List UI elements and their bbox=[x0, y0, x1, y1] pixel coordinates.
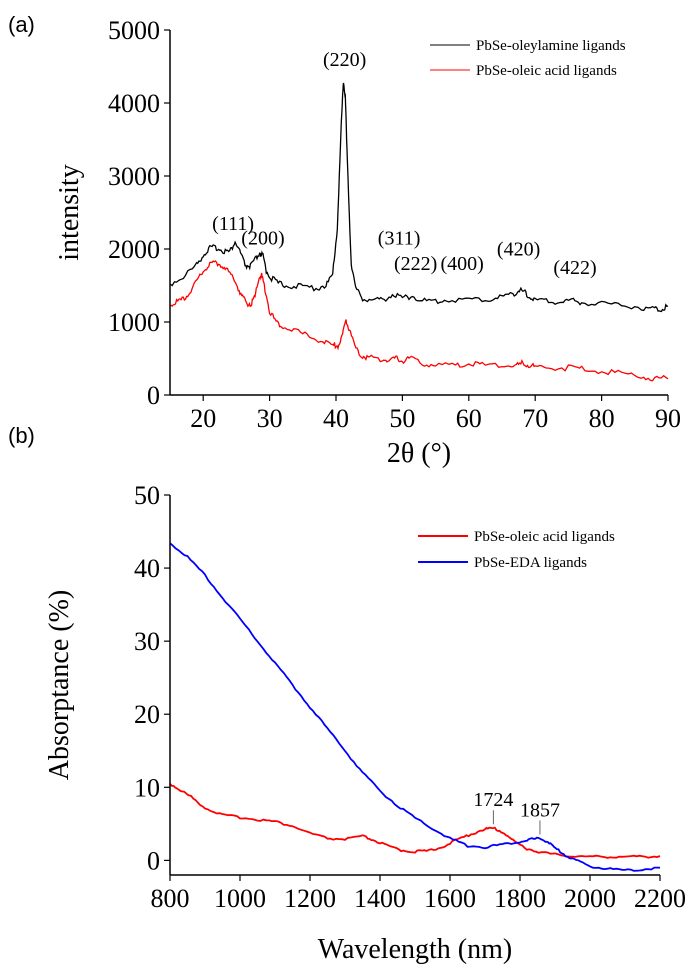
x-tick-label: 80 bbox=[589, 404, 615, 433]
x-tick-label: 1400 bbox=[354, 884, 406, 913]
legend-label-1: PbSe-oleic acid ligands bbox=[474, 529, 615, 545]
x-tick-label: 40 bbox=[323, 404, 349, 433]
x-tick-label: 1000 bbox=[214, 884, 266, 913]
panel-tag-a: (a) bbox=[8, 12, 35, 37]
peak-annotations-a: (111)(200) (220) (311) (222) (400) (420) (422) bbox=[212, 49, 597, 279]
x-tick-label: 2200 bbox=[634, 884, 686, 913]
x-axis-title-a: 2θ (°) bbox=[387, 438, 451, 469]
y-tick-label: 40 bbox=[134, 554, 160, 583]
peak-label: (222) bbox=[394, 253, 437, 275]
panel-tag-b: (b) bbox=[8, 423, 35, 448]
y-tick-label: 20 bbox=[134, 700, 160, 729]
peak-label: (422) bbox=[553, 257, 596, 279]
legend-a: PbSe-oleylamine ligands PbSe-oleic acid l… bbox=[430, 38, 626, 79]
peak-label: (111) bbox=[212, 213, 254, 235]
peak-label: 1857 bbox=[520, 799, 560, 821]
series-line-2 bbox=[169, 260, 669, 382]
x-tick-label: 20 bbox=[190, 404, 216, 433]
x-tick-label: 90 bbox=[655, 404, 681, 433]
y-tick-label: 5000 bbox=[108, 16, 160, 45]
y-axis-title-a: intensity bbox=[54, 164, 85, 260]
y-axis-title-b: Absorptance (%) bbox=[44, 590, 75, 780]
legend-label-1: PbSe-oleylamine ligands bbox=[476, 38, 626, 54]
plot-area-b bbox=[169, 542, 661, 872]
panel-a-xrd-chart: (a) 20 30 40 50 60 70 80 90 0 1000 2000 3000 4000 500… bbox=[8, 12, 681, 469]
y-tick-label: 3000 bbox=[108, 162, 160, 191]
peak-label: (200) bbox=[241, 228, 284, 250]
x-axis-title-b: Wavelength (nm) bbox=[318, 934, 512, 965]
peak-label: 1724 bbox=[473, 789, 513, 811]
y-tick-label: 4000 bbox=[108, 89, 160, 118]
y-tick-label: 30 bbox=[134, 627, 160, 656]
x-tick-label: 30 bbox=[257, 404, 283, 433]
axes-b: 800 1000 1200 1400 1600 1800 2000 2200 0 10 20 30 40… bbox=[134, 481, 686, 913]
peak-annotations-b: 1724 1857 bbox=[473, 789, 560, 835]
y-tick-label: 50 bbox=[134, 481, 160, 510]
x-tick-label: 70 bbox=[522, 404, 548, 433]
peak-label: (220) bbox=[323, 49, 366, 71]
series-line-2 bbox=[169, 542, 661, 872]
legend-label-2: PbSe-oleic acid ligands bbox=[476, 63, 617, 79]
x-tick-label: 1200 bbox=[284, 884, 336, 913]
axes-a: 20 30 40 50 60 70 80 90 0 1000 2000 3000 4000 5000 bbox=[108, 16, 681, 433]
panel-b-absorptance-chart: (b) 800 1000 1200 1400 1600 1800 2000 2200 0 10 20… bbox=[8, 423, 686, 965]
y-tick-label: 2000 bbox=[108, 235, 160, 264]
x-tick-label: 1600 bbox=[424, 884, 476, 913]
series-line-1 bbox=[169, 783, 661, 859]
series-line-1 bbox=[169, 82, 669, 313]
y-tick-label: 0 bbox=[147, 381, 160, 410]
peak-label: (400) bbox=[440, 253, 483, 275]
x-tick-label: 50 bbox=[389, 404, 415, 433]
y-tick-label: 0 bbox=[147, 846, 160, 875]
x-tick-label: 60 bbox=[456, 404, 482, 433]
y-tick-label: 1000 bbox=[108, 308, 160, 337]
x-tick-label: 2000 bbox=[564, 884, 616, 913]
legend-label-2: PbSe-EDA ligands bbox=[474, 555, 587, 571]
peak-label: (311) bbox=[378, 228, 421, 250]
peak-label: (420) bbox=[497, 239, 540, 261]
x-tick-label: 800 bbox=[151, 884, 190, 913]
x-tick-label: 1800 bbox=[494, 884, 546, 913]
y-tick-label: 10 bbox=[134, 773, 160, 802]
legend-b: PbSe-oleic acid ligands PbSe-EDA ligands bbox=[418, 529, 615, 571]
plot-area-a bbox=[169, 82, 669, 382]
